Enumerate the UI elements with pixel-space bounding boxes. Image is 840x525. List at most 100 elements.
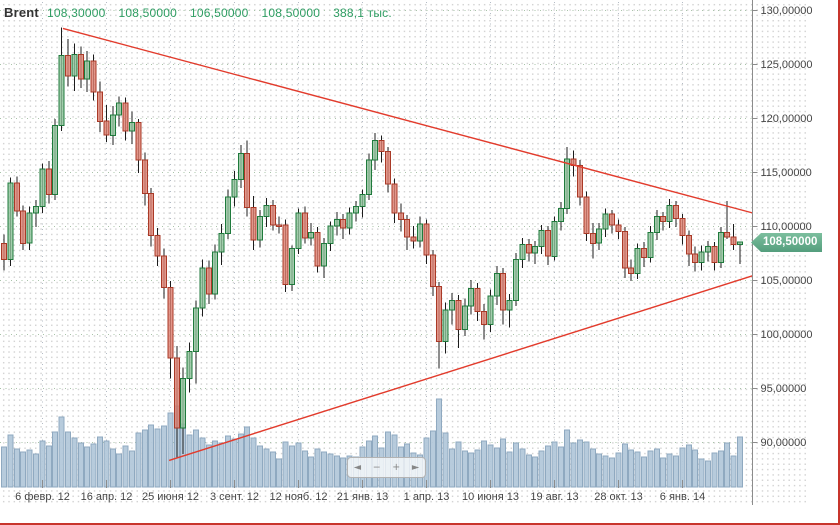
candle-down <box>314 232 321 267</box>
candle-down <box>404 219 411 238</box>
volume-bar <box>577 439 583 488</box>
volume-bar <box>321 451 327 488</box>
volume-bar <box>506 451 513 488</box>
candle-up <box>58 54 65 127</box>
candle-up <box>218 233 225 253</box>
date-tick-label: 28 окт. 13 <box>594 491 643 503</box>
candle-up <box>647 232 654 258</box>
candle-down <box>340 219 347 229</box>
volume-bar <box>244 426 251 488</box>
candle-up <box>346 212 353 229</box>
zoom-in-button[interactable]: + <box>392 461 401 473</box>
candle-down <box>397 212 404 220</box>
candle-up <box>705 246 711 253</box>
volume-bar <box>724 442 731 488</box>
date-tick-label: 6 янв. 14 <box>660 491 705 503</box>
date-tick-label: 16 апр. 12 <box>81 491 133 503</box>
zoom-out-button[interactable]: − <box>372 461 381 473</box>
candle-down <box>269 205 276 226</box>
candle-up <box>506 300 513 311</box>
volume-bar <box>519 448 526 488</box>
scroll-right-button[interactable]: ► <box>411 461 420 473</box>
candle-down <box>385 151 391 185</box>
volume-bar <box>33 453 39 488</box>
candle-down <box>276 224 283 227</box>
candle-down <box>481 310 487 325</box>
candle-down <box>122 102 129 132</box>
volume-bar <box>52 431 59 488</box>
date-tick-label: 19 авг. 13 <box>530 491 578 503</box>
volume-bar <box>455 441 462 488</box>
candle-down <box>609 213 615 226</box>
volume-bar <box>84 446 91 488</box>
volume-bar <box>666 453 673 488</box>
candle-down <box>13 182 20 212</box>
volume-bar <box>282 441 289 488</box>
dot-grid-background <box>0 0 806 505</box>
volume-bar <box>609 457 615 488</box>
volume-bar <box>538 450 545 488</box>
candle-down <box>730 236 737 245</box>
trendline-descending-resistance[interactable] <box>62 27 753 214</box>
date-tick-label: 1 апр. 13 <box>404 491 450 503</box>
candle-down <box>711 246 718 264</box>
candle-down <box>20 210 27 244</box>
volume-bar <box>77 442 84 488</box>
volume-bar <box>250 437 257 488</box>
candle-down <box>641 248 647 258</box>
candle-up <box>634 248 641 274</box>
volume-bar <box>20 451 27 488</box>
volume-bar <box>589 448 596 488</box>
volume-bar <box>225 435 231 488</box>
candle-down <box>628 267 635 275</box>
candle-up <box>333 219 340 227</box>
volume-bar <box>685 444 692 488</box>
candle-up <box>417 223 423 242</box>
candle-up <box>353 206 359 214</box>
price-tick-label: 115,00000 <box>761 167 812 179</box>
candle-up <box>212 251 219 295</box>
candle-up <box>359 194 366 208</box>
chart-navigation-bar[interactable]: ◄ − + ► <box>347 457 426 478</box>
candle-down <box>500 273 507 311</box>
last-price-badge-label: 108,50000 <box>763 236 818 248</box>
candle-down <box>154 235 161 257</box>
candle-down <box>301 212 308 239</box>
candle-up <box>225 196 231 235</box>
volume-bar <box>199 437 206 488</box>
volume-bar <box>513 442 519 488</box>
candle-down <box>615 224 622 232</box>
volume-bar <box>193 429 199 488</box>
volume-bar <box>634 451 641 488</box>
price-tick-label: 110,00000 <box>761 221 812 233</box>
candle-down <box>685 235 692 255</box>
trendline-ascending-support[interactable] <box>168 275 754 462</box>
volume-bar <box>71 437 78 488</box>
candle-up <box>365 159 372 196</box>
volume-bar <box>161 425 167 488</box>
volume-bar <box>557 446 564 488</box>
date-tick-label: 21 янв. 13 <box>337 491 389 503</box>
candle-down <box>141 159 148 195</box>
volume-bar <box>705 460 711 488</box>
volume-bar <box>474 449 481 488</box>
candle-down <box>436 286 443 343</box>
candle-up <box>295 212 302 250</box>
candle-down <box>474 288 481 312</box>
candle-down <box>97 91 103 122</box>
volume-bar <box>308 456 315 488</box>
volume-bar <box>570 442 577 488</box>
volume-bar <box>711 452 718 488</box>
date-tick-label: 25 июня 12 <box>142 491 199 503</box>
last-price-badge: 108,50000 <box>751 233 822 252</box>
volume-bar <box>442 432 449 488</box>
scroll-left-button[interactable]: ◄ <box>353 461 362 473</box>
candle-up <box>186 350 193 379</box>
volume-bar <box>717 450 724 488</box>
ohlc-high: 108,50000 <box>118 6 178 20</box>
volume-bar <box>525 454 532 488</box>
volume-bar <box>621 443 628 488</box>
price-tick-label: 120,00000 <box>761 113 813 125</box>
